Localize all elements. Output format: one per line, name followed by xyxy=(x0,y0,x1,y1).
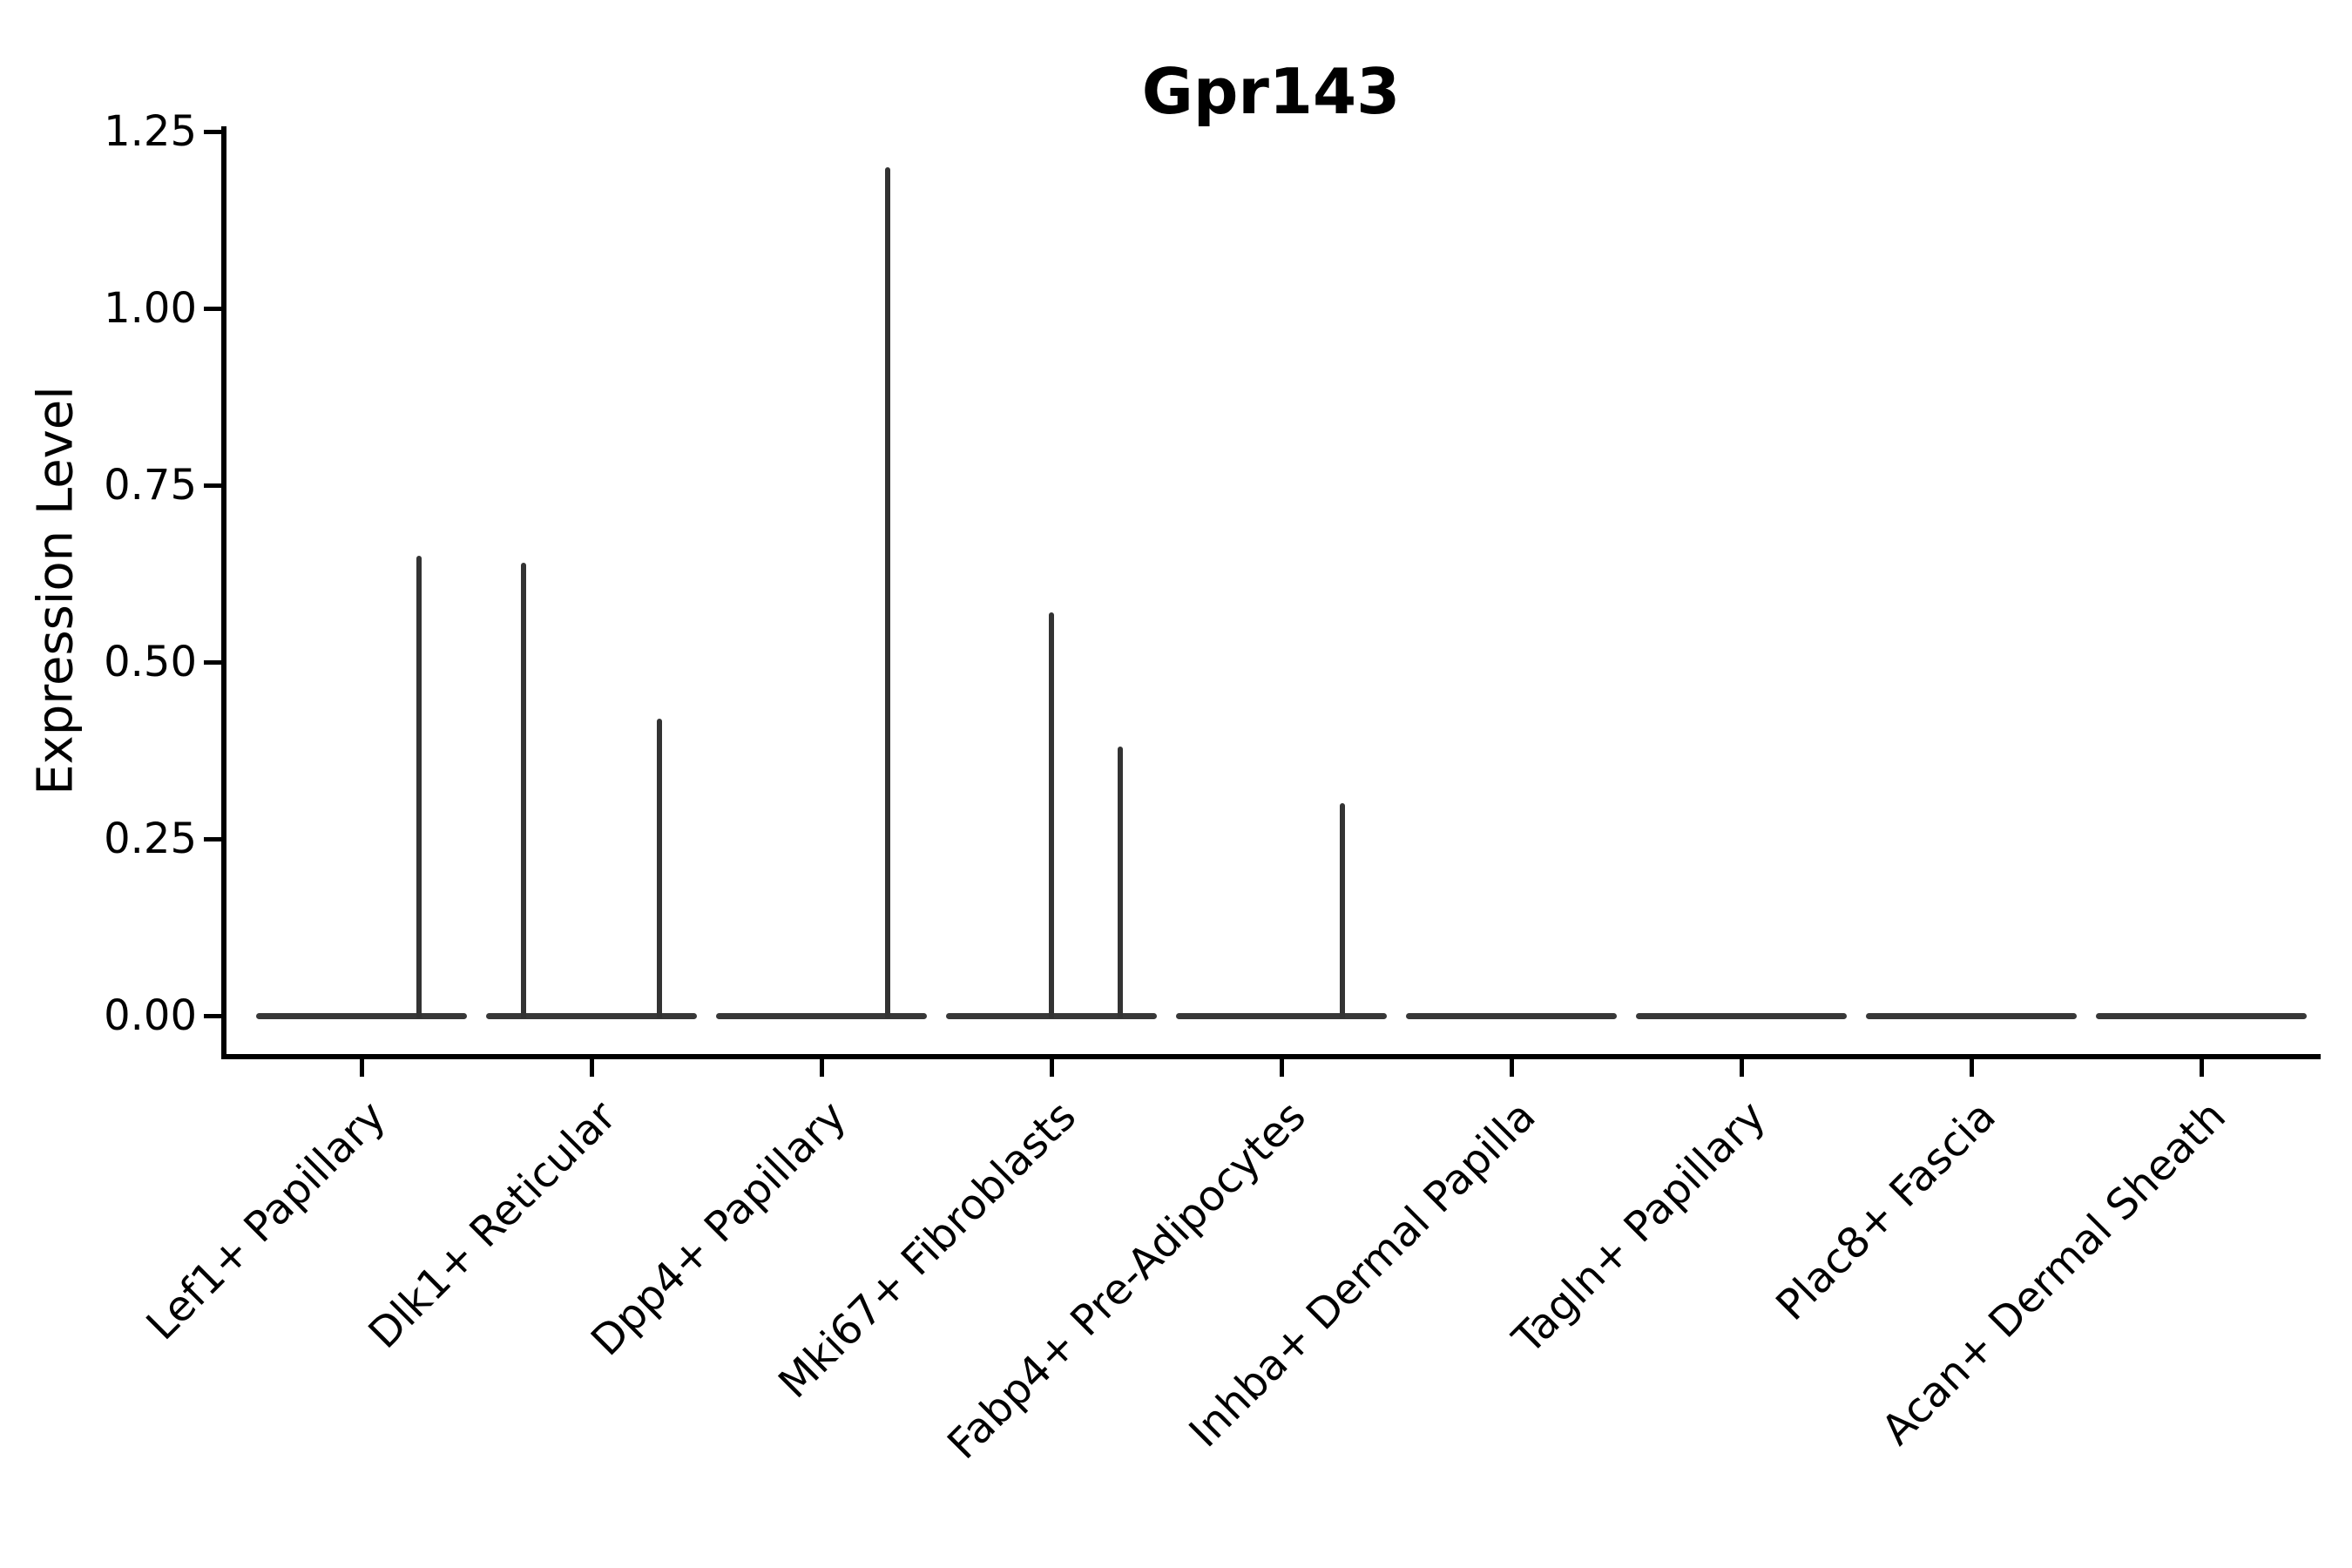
violin-baseline xyxy=(256,1012,467,1019)
y-tick-label: 0.25 xyxy=(104,814,197,863)
violin-spike xyxy=(416,556,422,1019)
y-tick xyxy=(204,129,221,134)
y-axis-label: Expression Level xyxy=(27,386,84,795)
x-tick xyxy=(1049,1059,1054,1077)
x-axis-spine xyxy=(221,1054,2321,1059)
violin-spike xyxy=(521,563,526,1019)
y-tick-label: 0.50 xyxy=(104,638,197,686)
y-tick-label: 0.00 xyxy=(104,991,197,1040)
x-tick xyxy=(1509,1059,1514,1077)
x-tick xyxy=(1739,1059,1744,1077)
y-tick xyxy=(204,483,221,488)
violin-baseline xyxy=(1636,1012,1847,1019)
violin-spike xyxy=(885,166,890,1019)
violin-baseline xyxy=(2096,1012,2307,1019)
plot-title: Gpr143 xyxy=(1141,55,1401,128)
x-tick-label: Dpp4+ Papillary xyxy=(581,1092,855,1366)
x-tick-label: Dlk1+ Reticular xyxy=(359,1092,625,1358)
violin-baseline xyxy=(716,1012,927,1019)
violin-baseline xyxy=(1176,1012,1387,1019)
y-tick xyxy=(204,836,221,841)
violin-spike xyxy=(657,718,662,1019)
y-axis-spine xyxy=(221,126,226,1059)
violin-baseline xyxy=(1406,1012,1617,1019)
y-tick xyxy=(204,659,221,665)
violin-spike xyxy=(1049,612,1054,1019)
x-tick xyxy=(589,1059,594,1077)
violin-baseline xyxy=(1866,1012,2077,1019)
x-tick xyxy=(1279,1059,1284,1077)
violin-spike xyxy=(1118,747,1123,1019)
x-tick xyxy=(2199,1059,2204,1077)
y-tick xyxy=(204,1013,221,1018)
y-tick-label: 0.75 xyxy=(104,461,197,510)
x-tick xyxy=(819,1059,824,1077)
y-tick-label: 1.00 xyxy=(104,284,197,333)
y-tick xyxy=(204,306,221,311)
x-tick-label: Lef1+ Papillary xyxy=(137,1092,395,1350)
x-tick xyxy=(1969,1059,1974,1077)
x-tick-label: Tagln+ Papillary xyxy=(1504,1092,1775,1363)
violin-spike xyxy=(1340,803,1345,1019)
x-tick-label: Plac8+ Fascia xyxy=(1767,1092,2005,1330)
y-tick-label: 1.25 xyxy=(104,107,197,156)
violin-baseline xyxy=(486,1012,697,1019)
x-tick xyxy=(359,1059,364,1077)
